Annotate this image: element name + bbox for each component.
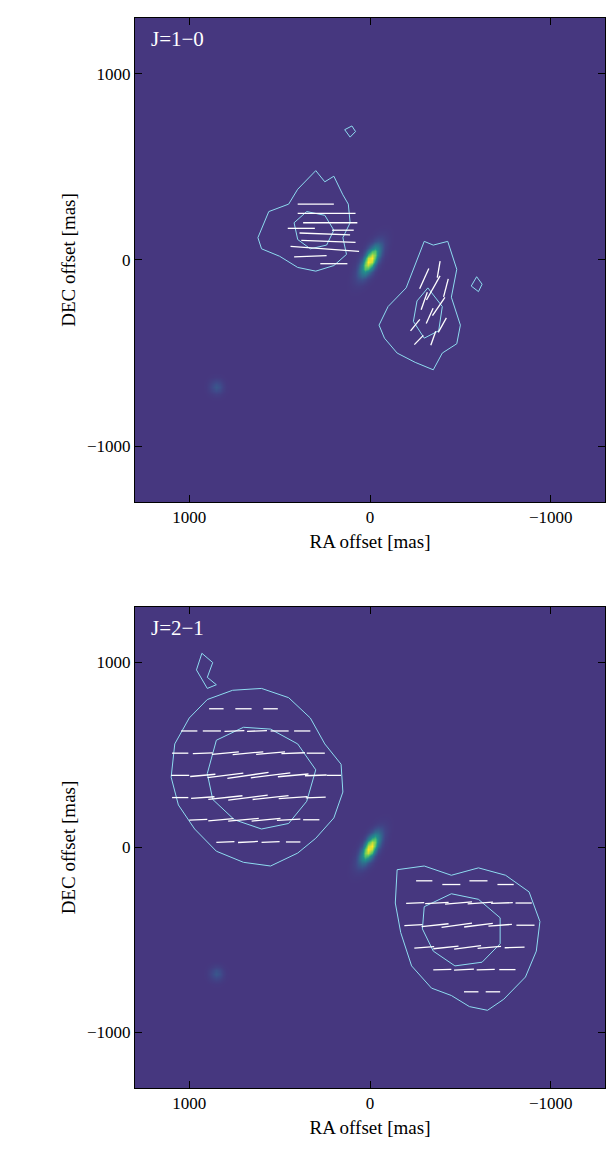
svg-text:DEC offset [mas]: DEC offset [mas] (58, 781, 79, 915)
svg-text:J=1−0: J=1−0 (151, 27, 204, 51)
svg-text:RA offset [mas]: RA offset [mas] (309, 531, 430, 552)
svg-text:1000: 1000 (172, 508, 206, 527)
svg-text:1000: 1000 (97, 65, 131, 84)
svg-text:1000: 1000 (97, 653, 131, 672)
svg-text:1000: 1000 (172, 1094, 206, 1113)
svg-text:0: 0 (122, 251, 131, 270)
svg-text:RA offset [mas]: RA offset [mas] (309, 1117, 430, 1138)
svg-text:DEC offset [mas]: DEC offset [mas] (58, 193, 79, 327)
svg-text:J=2−1: J=2−1 (151, 616, 204, 640)
svg-text:−1000: −1000 (87, 1023, 131, 1042)
svg-text:−1000: −1000 (87, 437, 131, 456)
svg-text:0: 0 (366, 508, 375, 527)
svg-text:0: 0 (122, 838, 131, 857)
svg-text:−1000: −1000 (529, 1094, 573, 1113)
svg-text:−1000: −1000 (529, 508, 573, 527)
svg-text:0: 0 (366, 1094, 375, 1113)
